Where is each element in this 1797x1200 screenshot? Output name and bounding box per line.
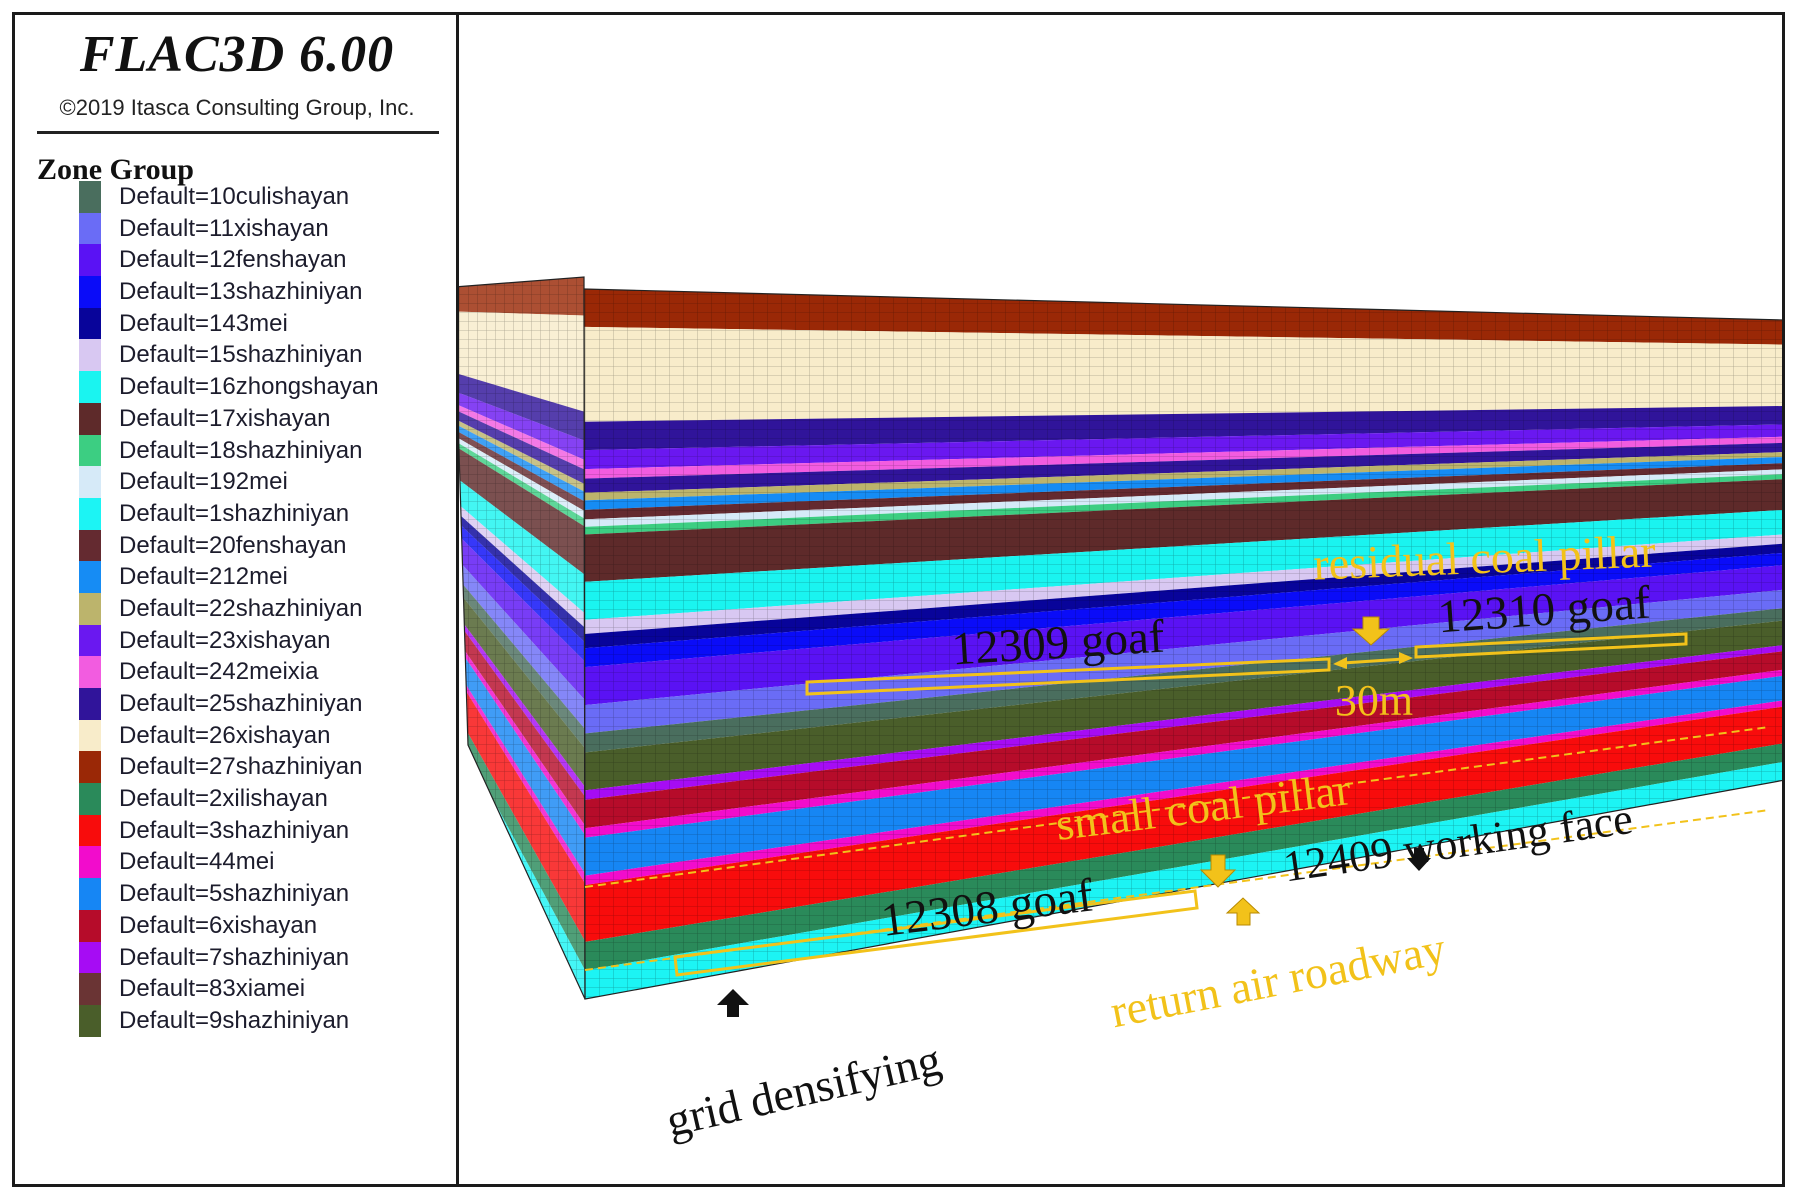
divider	[37, 131, 439, 134]
legend-swatch	[79, 371, 101, 403]
legend-label: Default=9shazhiniyan	[119, 1006, 350, 1034]
legend-label: Default=1shazhiniyan	[119, 499, 350, 527]
legend-label: Default=11xishayan	[119, 214, 329, 242]
legend-label: Default=2xilishayan	[119, 785, 328, 813]
legend-label: Default=10culishayan	[119, 183, 350, 210]
legend-swatch	[79, 656, 101, 688]
legend-label: Default=25shazhiniyan	[119, 690, 363, 717]
legend-label: Default=20fenshayan	[119, 531, 347, 559]
legend-swatch	[79, 402, 101, 435]
model-3d-view: residual coal pillar 12309 goaf 12310 go…	[459, 276, 1782, 1147]
roadway-arrow-icon	[1225, 897, 1261, 926]
legend-label: Default=3shazhiniyan	[119, 816, 350, 844]
goaf-12309-outline	[805, 657, 1331, 696]
side-mesh	[459, 277, 585, 999]
legend-swatch	[79, 307, 101, 340]
legend-label: Default=192mei	[119, 468, 288, 496]
legend-label: Default=23xishayan	[119, 626, 331, 654]
legend-label: Default=27shazhiniyan	[119, 753, 363, 781]
legend-swatch	[79, 592, 101, 625]
legend-label: Default=6xishayan	[119, 911, 318, 939]
legend-label: Default=143mei	[119, 309, 288, 337]
legend-label: Default=44mei	[119, 848, 275, 876]
legend-swatch	[79, 973, 101, 1005]
legend-label: Default=18shazhiniyan	[119, 436, 363, 464]
legend-title: Zone Group	[37, 153, 194, 186]
legend-label: Default=242meixia	[119, 658, 319, 686]
legend-swatch	[79, 339, 101, 372]
legend-swatch	[79, 212, 101, 245]
legend-swatch	[79, 846, 101, 879]
legend-swatch	[79, 878, 101, 910]
legend-label: Default=5shazhiniyan	[119, 880, 350, 908]
legend-swatch	[79, 181, 101, 213]
legend-swatch	[79, 497, 101, 530]
legend-swatch	[79, 688, 101, 720]
legend-swatch	[79, 244, 101, 277]
legend-swatch	[79, 624, 101, 657]
legend-swatch	[79, 1004, 101, 1037]
legend-swatch	[79, 909, 101, 942]
densify-boundary-upper	[584, 726, 1770, 888]
legend-swatch	[79, 751, 101, 784]
legend-panel: FLAC3D 6.00 ©2019 Itasca Consulting Grou…	[15, 15, 459, 1184]
label-30m: 30m	[1335, 676, 1413, 725]
side-outline	[459, 276, 586, 1000]
pillar-width-dimension	[1333, 652, 1413, 669]
small-pillar-arrow-icon	[1199, 854, 1237, 888]
legend-label: Default=83xiamei	[119, 975, 306, 1003]
legend-swatch	[79, 814, 101, 847]
legend-label: Default=26xishayan	[119, 721, 331, 749]
app-title: FLAC3D 6.00	[79, 26, 395, 83]
label-12309-goaf: 12309 goaf	[950, 611, 1166, 676]
copyright-text: ©2019 Itasca Consulting Group, Inc.	[59, 95, 415, 120]
model-view: residual coal pillar 12309 goaf 12310 go…	[459, 15, 1782, 1184]
legend-label: Default=7shazhiniyan	[119, 943, 350, 971]
legend-swatch	[79, 466, 101, 498]
goaf-12310-outline	[1414, 632, 1688, 659]
goaf-12308-outline	[673, 889, 1199, 977]
legend-swatch	[79, 276, 101, 308]
figure-frame: FLAC3D 6.00 ©2019 Itasca Consulting Grou…	[12, 12, 1785, 1187]
legend-swatch	[79, 561, 101, 593]
legend-swatch	[79, 719, 101, 752]
working-face-arrow-icon	[1407, 848, 1431, 871]
label-grid-densifying: grid densifying	[661, 1034, 945, 1147]
legend-swatch	[79, 529, 101, 562]
legend-label: Default=212mei	[119, 563, 288, 591]
densify-arrow-icon	[717, 989, 749, 1017]
legend-swatch	[79, 941, 101, 974]
legend-label: Default=13shazhiniyan	[119, 278, 363, 306]
legend-label: Default=22shazhiniyan	[119, 594, 363, 622]
legend-label: Default=17xishayan	[119, 404, 331, 432]
legend-label: Default=15shazhiniyan	[119, 341, 363, 369]
legend-swatch	[79, 434, 101, 467]
residual-pillar-arrow-icon	[1351, 616, 1391, 646]
legend-label: Default=16zhongshayan	[119, 373, 379, 401]
label-return-air-roadway: return air roadway	[1106, 922, 1449, 1037]
legend-label: Default=12fenshayan	[119, 246, 347, 274]
legend-swatch	[79, 783, 101, 815]
